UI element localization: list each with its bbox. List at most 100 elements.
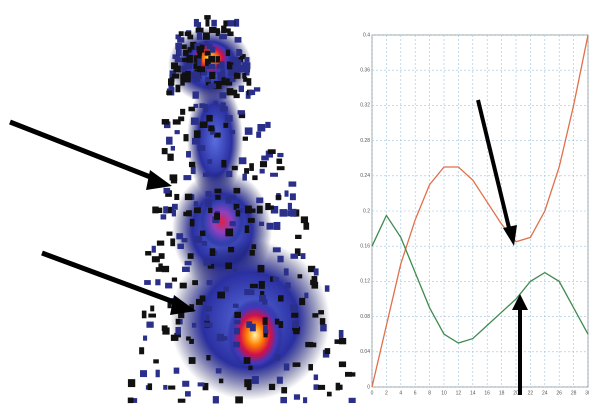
heatmap-pixel: [190, 166, 196, 175]
heatmap-pixel: [225, 78, 233, 86]
heatmap-pixel: [243, 62, 251, 70]
heatmap-pixel: [176, 233, 184, 240]
heatmap-pixel: [190, 41, 197, 50]
heatmap-pixel: [234, 311, 242, 319]
heatmap-pixel: [223, 28, 231, 33]
heatmap-pixel: [242, 73, 247, 79]
heatmap-pixel: [180, 108, 186, 115]
heatmap-pixel: [256, 205, 263, 214]
chart-arrows: [476, 99, 528, 395]
heatmap-pixel: [211, 19, 217, 27]
heatmap-pixel: [266, 222, 274, 230]
x-tick-label: 12: [456, 390, 462, 396]
heatmap-pixel: [216, 64, 225, 69]
heatmap-pixel: [303, 397, 308, 404]
heatmap-pixel: [201, 241, 208, 246]
heatmap-pixel: [270, 205, 279, 214]
heatmap-pixel: [220, 80, 228, 86]
heatmap-pixel: [192, 91, 199, 99]
heatmap-pixel: [334, 339, 342, 344]
heatmap-pixel: [205, 78, 211, 86]
heatmap-pixel: [259, 294, 267, 302]
heatmap-pixel: [233, 203, 240, 210]
heatmap-pixel: [183, 175, 192, 181]
heatmap-pixel: [176, 49, 182, 56]
heatmap-pixel: [173, 367, 180, 374]
heatmap-pixel: [163, 206, 169, 214]
heatmap-pixel: [179, 44, 187, 49]
heatmap-pixel: [174, 57, 183, 63]
heatmap-pixel: [220, 291, 226, 299]
heatmap-pixel: [300, 216, 309, 224]
heatmap-pixel: [152, 206, 159, 214]
y-tick-label: 0.16: [360, 244, 370, 250]
heatmap-pixel: [199, 121, 208, 128]
heatmap-pixel: [204, 15, 211, 20]
heatmap-pixel: [249, 163, 254, 171]
heatmap-pixel: [151, 245, 156, 253]
heatmap-pixel: [259, 168, 265, 174]
heatmap-pixel: [168, 78, 175, 86]
heatmap-pixel: [304, 292, 309, 299]
heatmap-pixel: [290, 304, 298, 312]
heatmap-pixel: [172, 73, 180, 79]
heatmap-pixel: [202, 382, 209, 391]
heatmap-pixel: [147, 383, 153, 391]
heatmap-pixel: [246, 321, 253, 328]
heatmap-pixel: [312, 313, 319, 318]
heatmap-pixel: [177, 398, 186, 403]
heatmap-pixel: [192, 280, 199, 286]
heatmap-pixel: [215, 56, 221, 63]
heatmap-pixel: [272, 247, 281, 253]
plot: 0 0.04 0.08 0.12 0.16 0.2 0.24 0.28 0.32 0.36 0.4 0…: [360, 32, 589, 396]
heatmap-pixel: [237, 49, 243, 57]
heatmap-pixel: [166, 206, 174, 214]
heatmap-pixel: [194, 207, 201, 214]
heatmap-pixel: [161, 119, 170, 125]
heatmap-pixel: [259, 161, 268, 168]
heatmap-pixel: [158, 253, 165, 259]
heatmap-pixel: [172, 54, 180, 59]
heatmap-pixel: [207, 159, 213, 164]
heatmap-pixel: [219, 34, 227, 40]
heatmap-pixel: [188, 357, 196, 364]
heatmap-pixel: [183, 134, 189, 142]
heatmap-pixel: [145, 251, 152, 256]
heatmap-pixel: [289, 193, 296, 201]
heatmap-pixel: [228, 69, 235, 76]
heatmap-pixel: [146, 321, 154, 328]
heatmap-pixel: [202, 32, 210, 40]
heatmap-pixel: [244, 168, 250, 174]
heatmap-pixel: [265, 203, 271, 211]
x-tick-label: 26: [556, 390, 562, 396]
heatmap-pixel: [153, 359, 159, 364]
heatmap-pixel: [308, 364, 313, 371]
heatmap-pixel: [272, 276, 279, 282]
heatmap-pixel: [127, 397, 134, 404]
heatmap-pixel: [208, 207, 213, 214]
heatmap-pixel: [233, 327, 240, 335]
heatmap-pixel: [225, 49, 231, 56]
heatmap-pixel: [326, 391, 332, 397]
heatmap-pixel: [280, 396, 287, 404]
heatmap-pixel: [244, 205, 252, 214]
heatmap-pixel: [324, 348, 331, 355]
y-tick-label: 0.24: [360, 173, 370, 179]
heatmap-pixel: [249, 283, 258, 289]
heatmap-pixel: [158, 207, 163, 214]
heatmap-pixel: [248, 89, 256, 96]
heatmap-pixel: [265, 150, 274, 158]
heatmap-pixel: [238, 112, 246, 119]
heatmap-pixel: [155, 267, 163, 272]
heatmap-pixel: [167, 301, 172, 309]
heatmap-pixel: [229, 130, 236, 135]
heatmap-pixel: [210, 46, 216, 53]
heatmap-pixel: [194, 235, 202, 243]
heatmap-pixel: [285, 282, 291, 289]
heatmap-pixel: [226, 61, 234, 70]
heatmap-pixel: [208, 55, 216, 63]
heatmap-pixel: [175, 326, 181, 335]
heatmap-pixel: [207, 264, 215, 269]
heatmap-pixel: [204, 58, 211, 66]
